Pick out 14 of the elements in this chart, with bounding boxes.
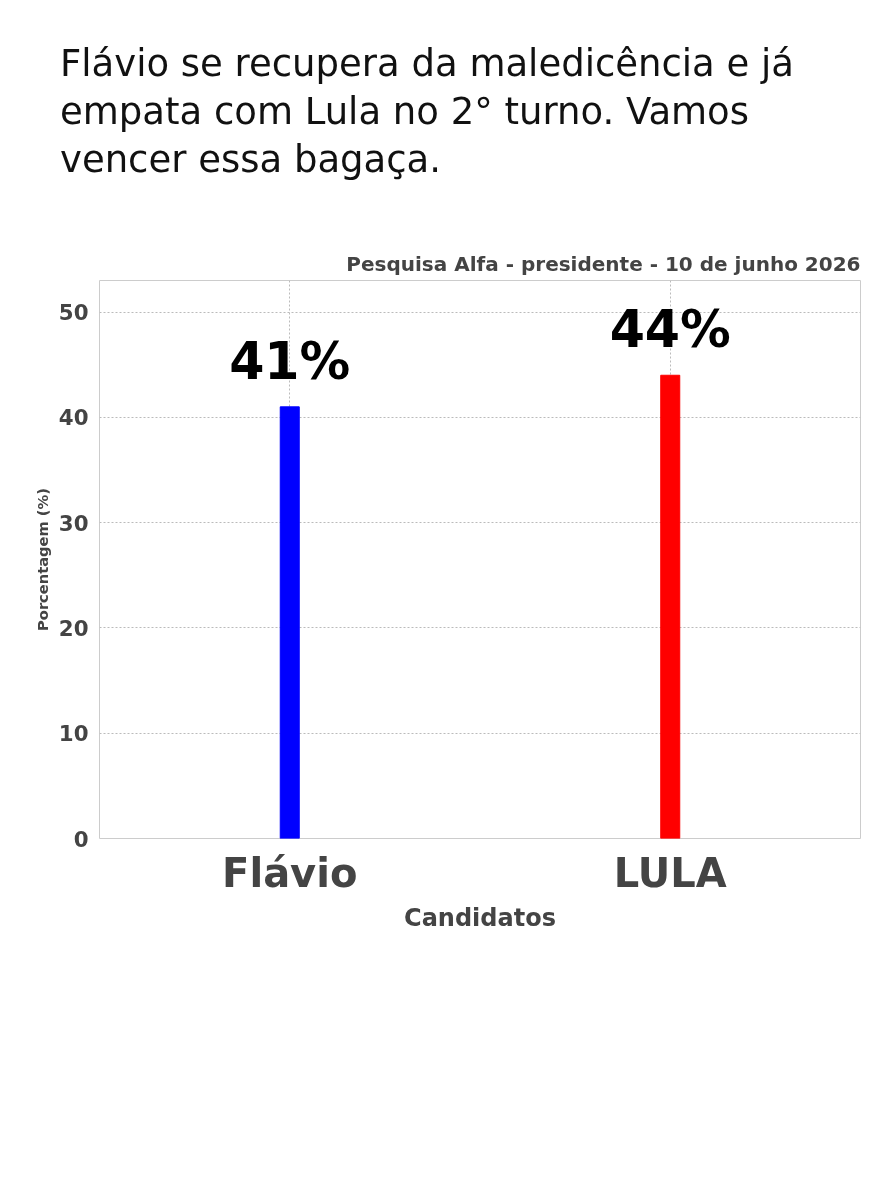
chart-title: Pesquisa Alfa - presidente - 10 de junho 2026 <box>346 251 861 276</box>
y-tick-label: 40 <box>58 405 89 431</box>
x-axis-title: Candidatos <box>404 903 556 932</box>
y-tick-label: 30 <box>58 510 89 536</box>
text: Flávio se recupera da maledicência e já empata com Lula no 2° turno. Vamos vencer essa bagaça. <box>60 41 795 184</box>
data-label: 44% <box>609 300 731 360</box>
y-tick-label: 50 <box>58 300 89 326</box>
x-tick-label: LULA <box>613 849 727 896</box>
x-tick-label: Flávio <box>222 849 358 896</box>
y-tick-label: 0 <box>73 826 89 852</box>
y-axis-title: Porcentagem (%) <box>33 488 51 632</box>
data-label: 41% <box>229 332 351 392</box>
y-tick-label: 10 <box>58 721 89 747</box>
y-tick-label: 20 <box>58 616 89 642</box>
